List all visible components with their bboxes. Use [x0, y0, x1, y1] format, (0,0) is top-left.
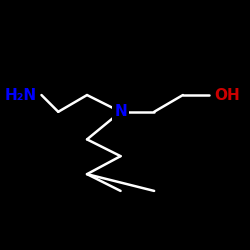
Text: N: N [114, 104, 127, 119]
Text: H₂N: H₂N [4, 88, 37, 102]
Text: OH: OH [214, 88, 240, 102]
